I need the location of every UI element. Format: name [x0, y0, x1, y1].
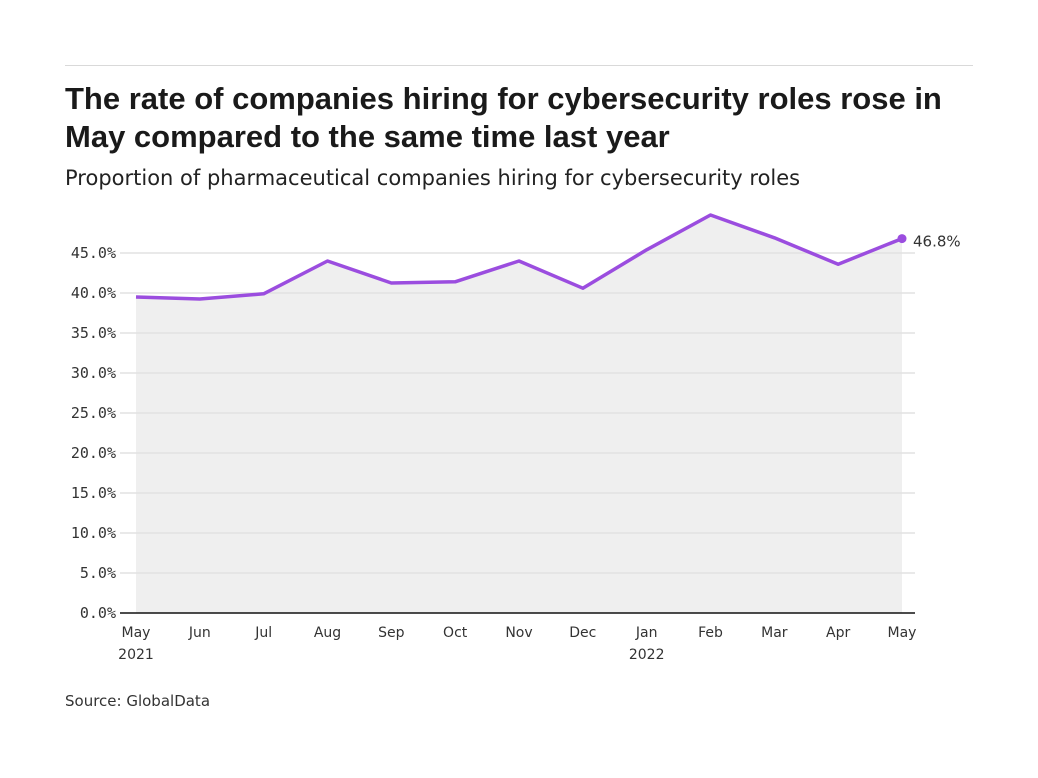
x-tick-label: May — [122, 625, 151, 641]
x-tick-label: Oct — [443, 625, 468, 641]
y-tick-label: 5.0% — [80, 564, 116, 582]
x-tick-label: Jul — [254, 625, 272, 641]
x-year-label: 2021 — [118, 647, 154, 663]
y-tick-label: 30.0% — [71, 364, 116, 382]
top-rule — [65, 65, 973, 66]
y-tick-label: 40.0% — [71, 284, 116, 302]
y-tick-label: 20.0% — [71, 444, 116, 462]
x-tick-label: Jun — [188, 625, 211, 641]
area-fill — [136, 215, 902, 613]
end-value-label: 46.8% — [913, 233, 961, 251]
x-tick-label: Apr — [826, 625, 850, 641]
data-point — [897, 234, 907, 244]
series-line — [135, 213, 903, 301]
x-tick-label: Jan — [635, 625, 658, 641]
x-tick-label: Nov — [505, 625, 532, 641]
x-tick-label: Sep — [378, 625, 405, 641]
source-note: Source: GlobalData — [65, 692, 211, 710]
y-tick-label: 45.0% — [71, 244, 116, 262]
y-tick-label: 35.0% — [71, 324, 116, 342]
x-tick-label: May — [888, 625, 917, 641]
x-tick-label: Dec — [569, 625, 596, 641]
x-tick-label: Mar — [761, 625, 788, 641]
y-tick-label: 0.0% — [80, 604, 116, 622]
y-tick-label: 25.0% — [71, 404, 116, 422]
y-tick-label: 15.0% — [71, 484, 116, 502]
x-tick-label: Feb — [698, 625, 723, 641]
x-year-label: 2022 — [629, 647, 665, 663]
chart-title: The rate of companies hiring for cyberse… — [65, 81, 942, 154]
x-tick-label: Aug — [314, 625, 341, 641]
y-tick-label: 10.0% — [71, 524, 116, 542]
chart-subtitle: Proportion of pharmaceutical companies h… — [65, 166, 801, 190]
